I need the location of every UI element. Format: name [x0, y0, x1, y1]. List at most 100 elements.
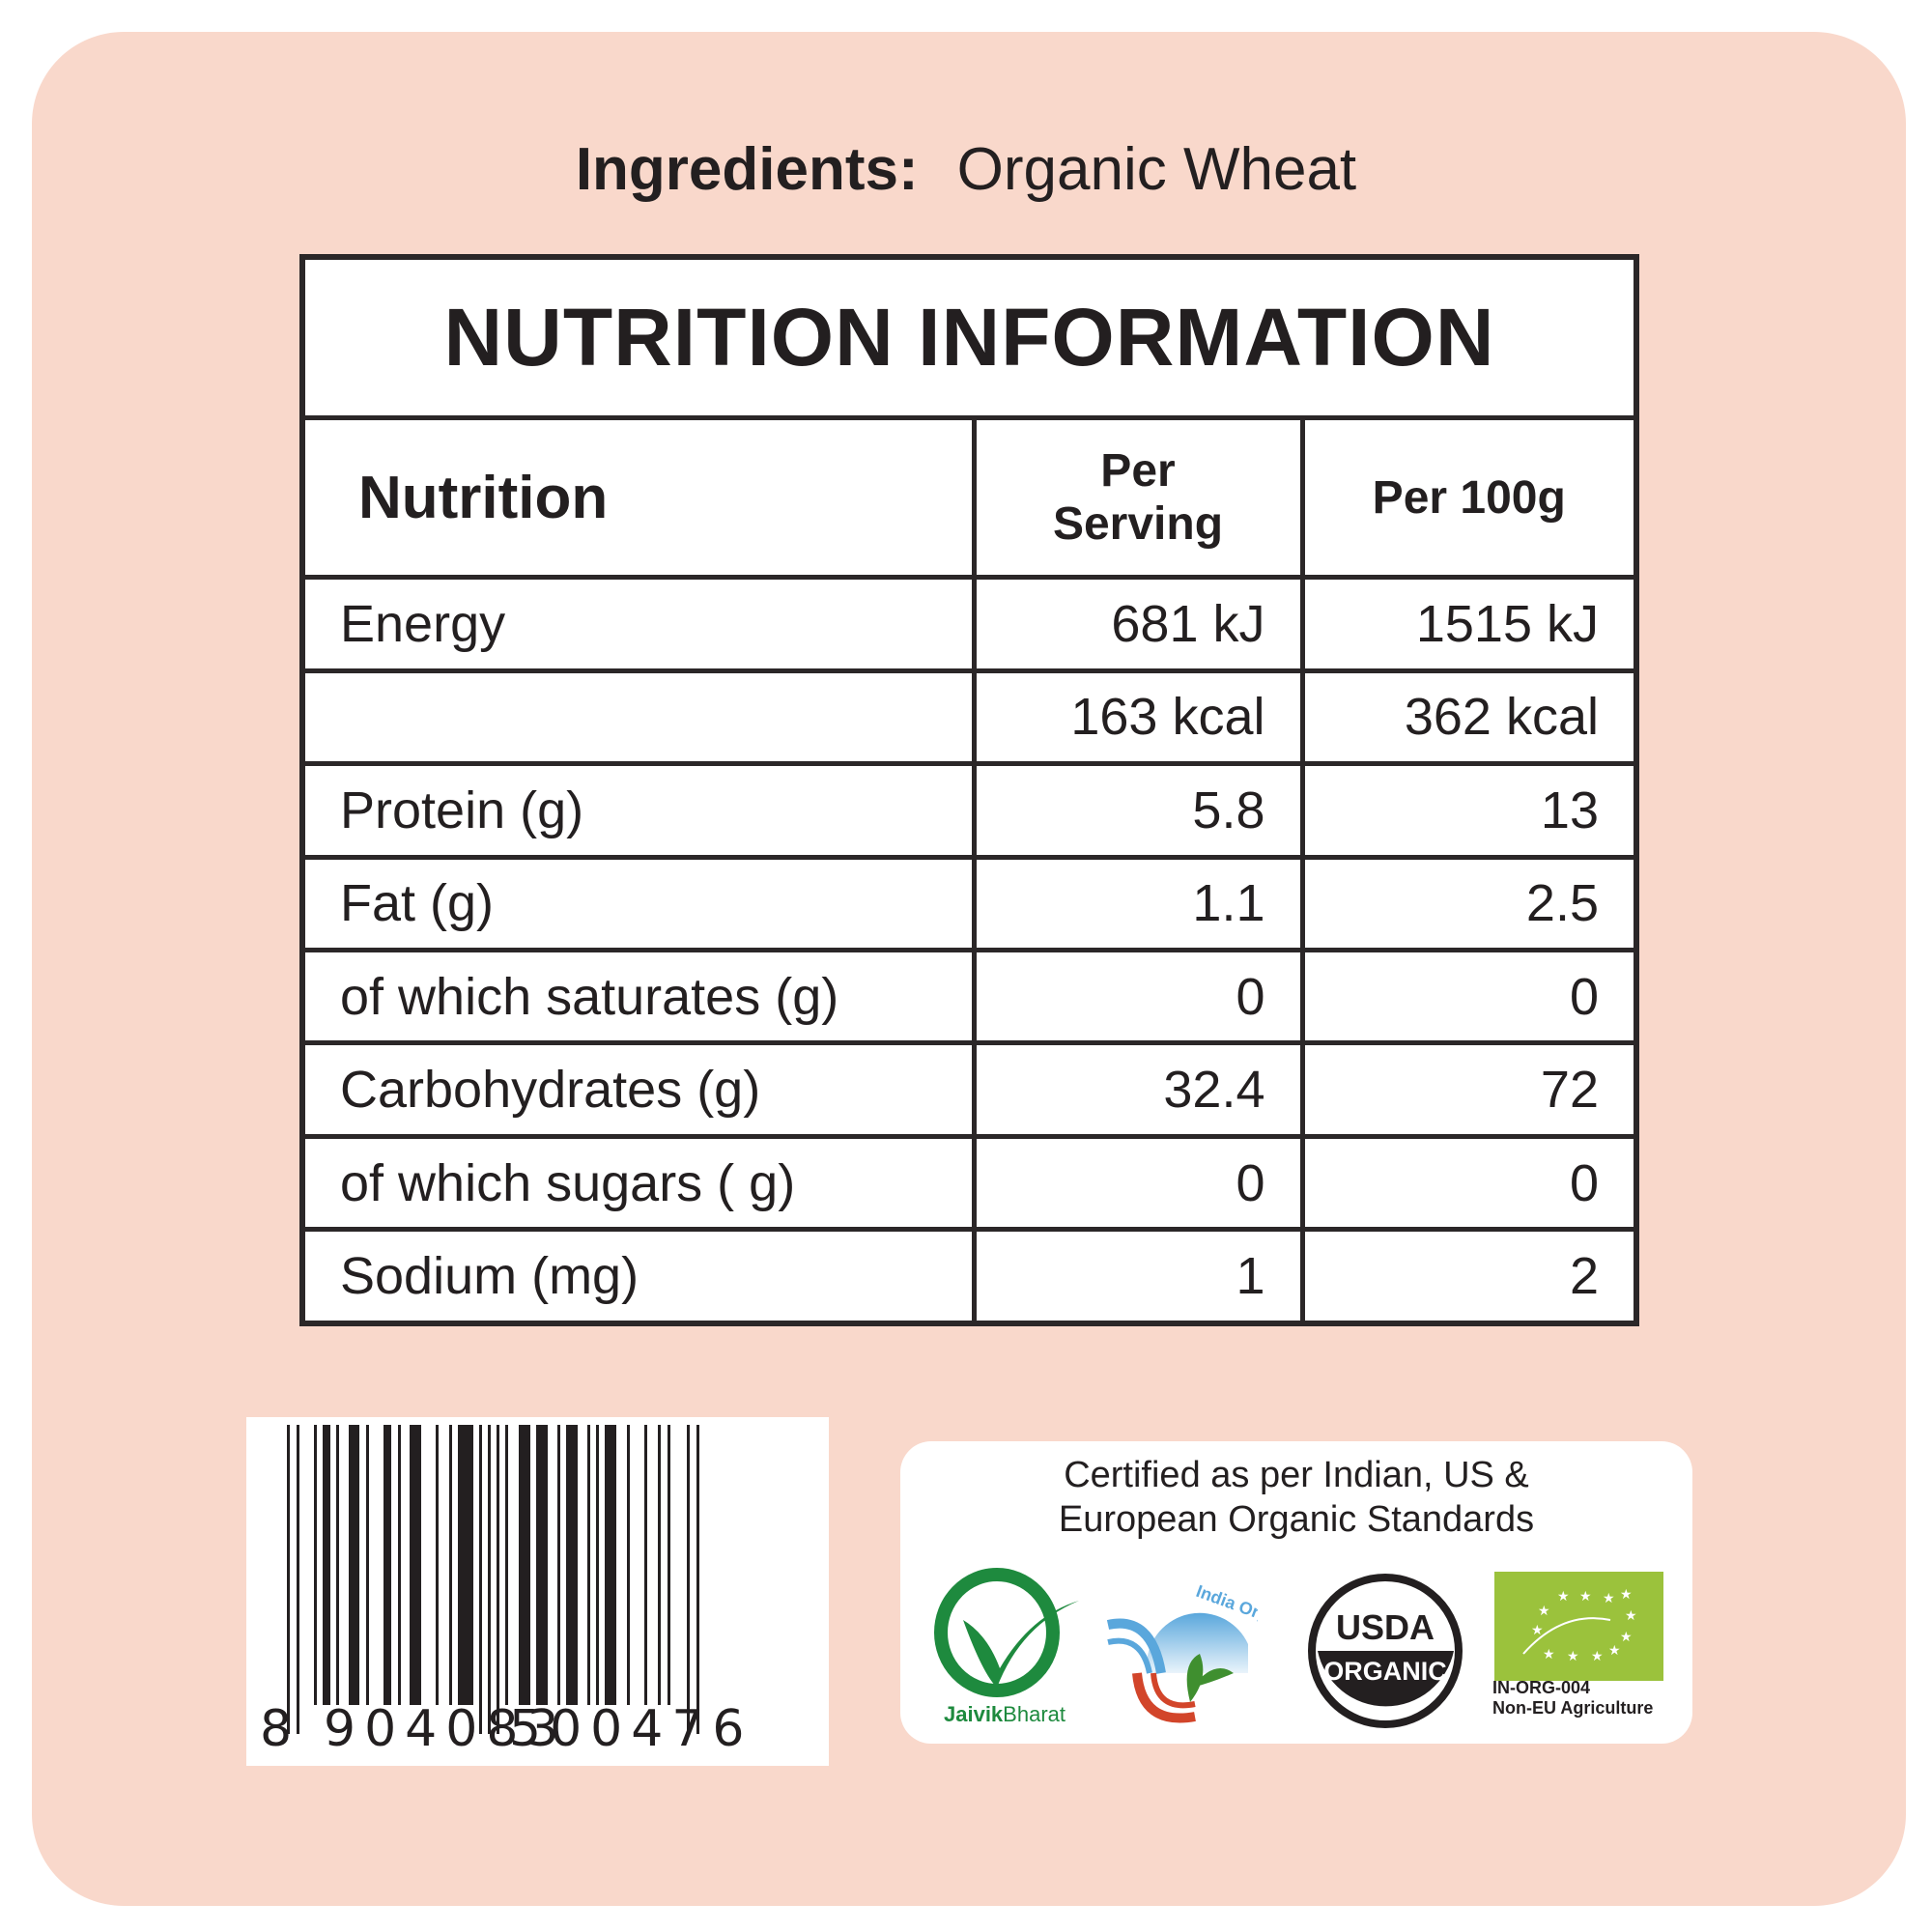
table-row: Fat (g) 1.1 2.5: [299, 854, 1639, 953]
ingredients-label: Ingredients:: [575, 136, 919, 203]
table-row: 163 kcal 362 kcal: [299, 668, 1639, 767]
barcode-bar: [687, 1425, 690, 1734]
nutrient-name: of which saturates (g): [299, 948, 977, 1046]
certification-box: Certified as per Indian, US & European O…: [900, 1441, 1692, 1744]
table-row: Sodium (mg) 1 2: [299, 1227, 1639, 1326]
per-serving-value: 5.8: [971, 761, 1305, 860]
svg-text:★: ★: [1620, 1587, 1633, 1603]
svg-text:★: ★: [1543, 1647, 1555, 1662]
per-serving-value: 681 kJ: [971, 575, 1305, 673]
per-100g-value: 1515 kJ: [1299, 575, 1639, 673]
per-serving-value: 1: [971, 1227, 1305, 1326]
header-per-serving: Per Serving: [971, 414, 1305, 581]
svg-text:★: ★: [1603, 1591, 1615, 1606]
eu-code-text: IN-ORG-004: [1492, 1678, 1591, 1697]
nutrient-name: Carbohydrates (g): [299, 1040, 977, 1139]
per-100g-value: 0: [1299, 948, 1639, 1046]
barcode-bar: [297, 1425, 299, 1734]
barcode-bar: [536, 1425, 548, 1705]
svg-text:★: ★: [1591, 1649, 1604, 1664]
barcode-bar: [398, 1425, 401, 1705]
nutrition-table: NUTRITION INFORMATION Nutrition Per Serv…: [299, 254, 1639, 1326]
header-per-100g: Per 100g: [1299, 414, 1639, 581]
svg-text:★: ★: [1620, 1630, 1633, 1645]
barcode-bar: [436, 1425, 439, 1705]
per-100g-value: 0: [1299, 1133, 1639, 1233]
svg-text:★: ★: [1538, 1604, 1550, 1619]
nutrient-name: Fat (g): [299, 854, 977, 953]
per-100g-value: 13: [1299, 761, 1639, 860]
svg-text:★: ★: [1579, 1589, 1592, 1605]
per-100g-value: 362 kcal: [1299, 668, 1639, 767]
barcode-digits: 500476: [509, 1700, 753, 1758]
per-100g-value: 72: [1299, 1040, 1639, 1139]
nutrient-name: of which sugars ( g): [299, 1133, 977, 1233]
jaivik-bharat-logo: JaivikBharat: [934, 1568, 1079, 1726]
per-100g-value: 2: [1299, 1227, 1639, 1326]
barcode: 8 904083 500476: [246, 1417, 829, 1766]
india-organic-logo: India Organic: [1106, 1581, 1258, 1723]
barcode-bar: [323, 1425, 330, 1705]
eu-organic-code: IN-ORG-004 Non-EU Agriculture: [1492, 1678, 1653, 1719]
per-serving-value: 1.1: [971, 854, 1305, 953]
barcode-bar: [696, 1425, 699, 1734]
barcode-bar: [410, 1425, 421, 1705]
barcode-bar: [587, 1425, 590, 1705]
per-serving-value: 0: [971, 948, 1305, 1046]
nutrient-name: [299, 668, 977, 767]
ingredients-value: Organic Wheat: [956, 136, 1357, 203]
nutrient-name: Sodium (mg): [299, 1227, 977, 1326]
table-row: Energy 681 kJ 1515 kJ: [299, 575, 1639, 673]
barcode-bar: [627, 1425, 630, 1705]
barcode-bar: [519, 1425, 530, 1705]
nutrient-name: Protein (g): [299, 761, 977, 860]
table-row: Carbohydrates (g) 32.4 72: [299, 1040, 1639, 1139]
barcode-bar: [287, 1425, 290, 1734]
barcode-bar: [366, 1425, 369, 1705]
barcode-digits: 904083: [324, 1700, 568, 1758]
nutrition-title: NUTRITION INFORMATION: [299, 254, 1639, 420]
barcode-bar: [314, 1425, 317, 1705]
barcode-bar: [505, 1425, 508, 1705]
barcode-digits: 8: [260, 1700, 300, 1758]
certification-line-2: European Organic Standards: [1058, 1499, 1535, 1540]
per-serving-value: 32.4: [971, 1040, 1305, 1139]
barcode-bar: [497, 1425, 499, 1734]
certification-line-1: Certified as per Indian, US &: [1064, 1455, 1529, 1495]
table-row: Protein (g) 5.8 13: [299, 761, 1639, 860]
svg-text:USDA: USDA: [1336, 1607, 1435, 1647]
barcode-bar: [349, 1425, 359, 1705]
svg-text:JaivikBharat: JaivikBharat: [944, 1702, 1065, 1726]
barcode-bar: [596, 1425, 599, 1705]
table-row: of which sugars ( g) 0 0: [299, 1133, 1639, 1233]
svg-text:★: ★: [1557, 1589, 1570, 1605]
barcode-bar: [605, 1425, 616, 1705]
barcode-bar: [557, 1425, 560, 1705]
table-row: of which saturates (g) 0 0: [299, 948, 1639, 1046]
barcode-bar: [566, 1425, 578, 1705]
svg-text:★: ★: [1608, 1643, 1621, 1659]
barcode-bar: [668, 1425, 670, 1705]
usda-organic-logo: USDA ORGANIC: [1308, 1574, 1463, 1728]
barcode-bar: [644, 1425, 647, 1705]
svg-text:★: ★: [1567, 1649, 1579, 1664]
nutrient-name: Energy: [299, 575, 977, 673]
barcode-bar: [658, 1425, 661, 1705]
svg-text:★: ★: [1625, 1608, 1637, 1624]
barcode-bar: [336, 1425, 339, 1705]
per-100g-value: 2.5: [1299, 854, 1639, 953]
ingredients-line: Ingredients: Organic Wheat: [0, 135, 1932, 204]
per-serving-value: 0: [971, 1133, 1305, 1233]
barcode-bar: [479, 1425, 482, 1734]
barcode-bar: [384, 1425, 391, 1705]
per-serving-value: 163 kcal: [971, 668, 1305, 767]
barcode-bar: [458, 1425, 473, 1705]
svg-text:ORGANIC: ORGANIC: [1323, 1657, 1447, 1686]
barcode-bar: [488, 1425, 491, 1734]
svg-text:★: ★: [1531, 1623, 1544, 1638]
header-nutrition: Nutrition: [299, 414, 977, 581]
eu-organic-leaf-logo: ★★ ★ ★ ★ ★★ ★★ ★ ★ ★: [1494, 1572, 1663, 1681]
barcode-bar: [449, 1425, 452, 1705]
certification-text: Certified as per Indian, US & European O…: [900, 1453, 1692, 1542]
